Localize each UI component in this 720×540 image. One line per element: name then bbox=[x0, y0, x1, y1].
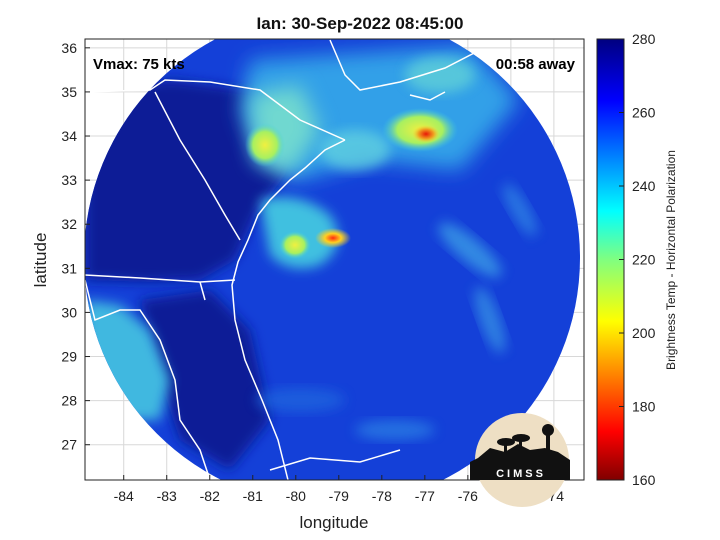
x-tick-label: -84 bbox=[114, 488, 134, 504]
x-axis-label: longitude bbox=[299, 513, 368, 532]
y-tick-label: 29 bbox=[61, 349, 77, 365]
y-tick-label: 33 bbox=[61, 172, 77, 188]
coastlines bbox=[85, 39, 481, 480]
y-tick-label: 32 bbox=[61, 216, 77, 232]
y-tick-label: 34 bbox=[61, 128, 77, 144]
y-axis-label: latitude bbox=[31, 233, 50, 288]
colorbar-tick-label: 280 bbox=[632, 31, 656, 47]
x-tick-label: -76 bbox=[458, 488, 478, 504]
y-tick-label: 28 bbox=[61, 393, 77, 409]
y-tick-label: 36 bbox=[61, 40, 77, 56]
x-tick-label: -79 bbox=[329, 488, 349, 504]
colorbar-tick-label: 260 bbox=[632, 105, 656, 121]
colorbar-ticks: 160 180 200 220 240 260 280 bbox=[619, 31, 656, 488]
map-title: Ian: 30-Sep-2022 08:45:00 bbox=[256, 14, 464, 33]
colorbar-tick-label: 160 bbox=[632, 472, 656, 488]
y-tick-label: 31 bbox=[61, 260, 77, 276]
y-tick-label: 27 bbox=[61, 437, 77, 453]
y-tick-label: 30 bbox=[61, 304, 77, 320]
colorbar-tick-label: 200 bbox=[632, 325, 656, 341]
x-tick-label: -81 bbox=[243, 488, 263, 504]
time-away-label: 00:58 away bbox=[496, 56, 576, 73]
x-tick-label: -80 bbox=[286, 488, 306, 504]
x-tick-label: -83 bbox=[157, 488, 177, 504]
y-axis-ticks: 27 28 29 30 31 32 33 34 35 36 bbox=[61, 40, 90, 453]
x-tick-label: -82 bbox=[200, 488, 220, 504]
y-tick-label: 35 bbox=[61, 84, 77, 100]
x-tick-label: -78 bbox=[372, 488, 392, 504]
colorbar-tick-label: 240 bbox=[632, 178, 656, 194]
colorbar-tick-label: 220 bbox=[632, 252, 656, 268]
plot-frame bbox=[84, 38, 585, 481]
cimss-logo: CIMSS bbox=[470, 413, 570, 507]
colorbar-tick-label: 180 bbox=[632, 399, 656, 415]
logo-text: CIMSS bbox=[496, 468, 546, 480]
vmax-label: Vmax: 75 kts bbox=[93, 56, 185, 73]
microwave-swath bbox=[85, 39, 580, 480]
colorbar-label: Brightness Temp - Horizontal Polarizatio… bbox=[664, 150, 678, 370]
x-tick-label: -77 bbox=[415, 488, 435, 504]
